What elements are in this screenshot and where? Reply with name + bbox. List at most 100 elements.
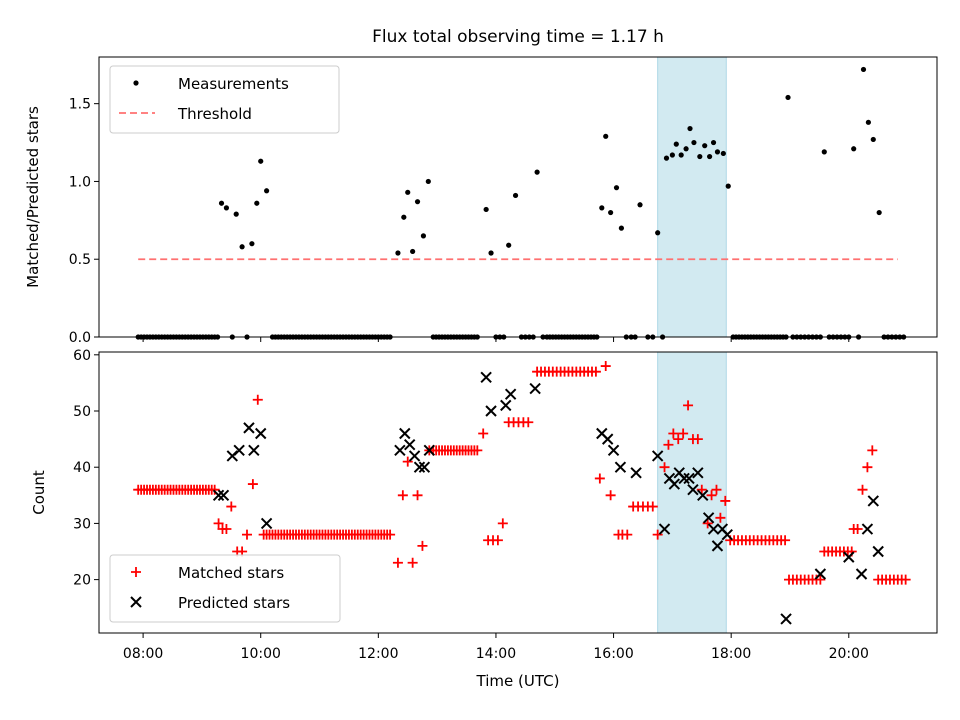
measurement-point: [401, 214, 407, 220]
predicted-star-point: [702, 512, 715, 524]
matched-star-point: [857, 484, 868, 495]
predicted-star-point: [814, 568, 827, 580]
matched-star-point: [590, 366, 601, 377]
predicted-star-point: [668, 478, 681, 490]
ratio-y-tick-label: 1.0: [69, 174, 91, 190]
matched-star-point: [862, 462, 873, 473]
highlight-span-bottom: [657, 351, 727, 634]
count-legend: Matched stars Predicted stars: [109, 554, 341, 623]
measurement-point: [414, 199, 421, 205]
measurement-point: [669, 152, 675, 158]
matched-star-point: [605, 490, 616, 501]
matched-star-point: [241, 529, 252, 540]
measurement-point: [603, 133, 609, 139]
time-x-tick-label: 14:00: [476, 646, 516, 662]
measurement-point: [410, 248, 416, 255]
measurement-point: [720, 150, 726, 157]
predicted-star-point: [408, 450, 421, 462]
time-x-tick-label: 10:00: [241, 646, 281, 662]
time-x-tick-label: 18:00: [711, 646, 751, 662]
predicted-star-point: [651, 450, 664, 462]
count-y-tick-label: 60: [73, 348, 91, 364]
count-y-axis: 20 30 40 50 60: [73, 348, 99, 589]
count-data-layer: [133, 361, 911, 625]
measurement-point: [870, 136, 876, 143]
predicted-star-point: [697, 489, 709, 502]
predicted-star-point: [601, 433, 614, 445]
measurement-point: [673, 141, 679, 147]
ratio-y-tick-label: 0.5: [69, 252, 91, 268]
measurement-point: [683, 146, 689, 152]
predicted-star-point: [500, 399, 512, 412]
matched-star-point: [209, 484, 220, 495]
predicted-star-point: [683, 472, 695, 485]
predicted-star-point: [630, 467, 642, 479]
predicted-star-point: [711, 540, 724, 552]
predicted-star-point: [780, 613, 792, 625]
matched-star-point: [867, 445, 878, 456]
matched-star-point: [412, 490, 423, 501]
predicted-star-point: [423, 444, 436, 457]
measurement-point: [420, 233, 427, 239]
matched-star-point: [900, 574, 911, 585]
predicted-star-point: [867, 495, 879, 507]
measurement-point: [687, 125, 693, 132]
count-y-axis-label: Count: [30, 470, 48, 515]
ratio-y-tick-label: 0.0: [69, 330, 91, 346]
count-y-tick-label: 40: [73, 460, 91, 476]
measurement-point: [223, 205, 230, 211]
ratio-y-axis-label: Matched/Predicted stars: [24, 106, 42, 288]
measurement-point: [618, 225, 625, 231]
time-x-tick-label: 12:00: [358, 646, 398, 662]
legend-label: Matched stars: [178, 564, 284, 582]
time-x-tick-label: 16:00: [593, 646, 633, 662]
measurement-point: [405, 189, 411, 195]
predicted-star-point: [485, 405, 497, 417]
predicted-star-point: [855, 568, 868, 580]
predicted-star-point: [394, 444, 406, 457]
time-x-axis: 08:00 10:00 12:00 14:00 16:00 18:00 20:00: [123, 633, 869, 662]
matched-star-point: [706, 490, 717, 501]
measurement-point: [655, 230, 661, 236]
measurement-point: [488, 250, 494, 256]
predicted-star-point: [413, 461, 426, 473]
legend-label: Threshold: [177, 105, 252, 123]
predicted-star-point: [255, 427, 267, 440]
matched-star-point: [668, 428, 679, 439]
ratio-panel-frame: [98, 56, 938, 338]
matched-star-point: [715, 512, 726, 523]
predicted-star-point: [243, 422, 255, 434]
predicted-star-point: [707, 523, 720, 535]
measurement-point: [697, 153, 703, 160]
matched-star-point: [252, 394, 263, 405]
matched-star-point: [247, 479, 258, 490]
measurement-point: [425, 178, 431, 185]
predicted-star-point: [692, 467, 704, 479]
matched-star-point: [652, 529, 663, 540]
measurement-point: [710, 139, 717, 146]
matched-star-point: [221, 524, 232, 535]
measurement-point: [249, 241, 255, 247]
legend-plus-swatch: [131, 567, 141, 577]
measurement-point: [534, 169, 540, 175]
predicted-star-point: [504, 388, 517, 400]
measurement-point: [512, 192, 519, 199]
predicted-star-point: [861, 523, 874, 535]
legend-label: Predicted stars: [178, 594, 290, 612]
measurement-point: [258, 158, 264, 164]
legend-x-swatch: [130, 596, 142, 608]
time-x-axis-label: Time (UTC): [476, 672, 560, 690]
matched-star-point: [663, 439, 674, 450]
measurement-point: [865, 119, 871, 125]
ratio-y-tick-label: 1.5: [69, 97, 91, 113]
measurement-point: [218, 200, 225, 206]
count-panel-frame: [98, 351, 938, 634]
matched-star-point: [492, 535, 503, 546]
ratio-x-ticks: [142, 337, 850, 342]
measurement-point: [637, 202, 643, 208]
predicted-star-point: [614, 461, 627, 473]
predicted-star-point: [403, 439, 416, 451]
predicted-star-point: [529, 382, 541, 395]
legend-box: [109, 554, 341, 623]
